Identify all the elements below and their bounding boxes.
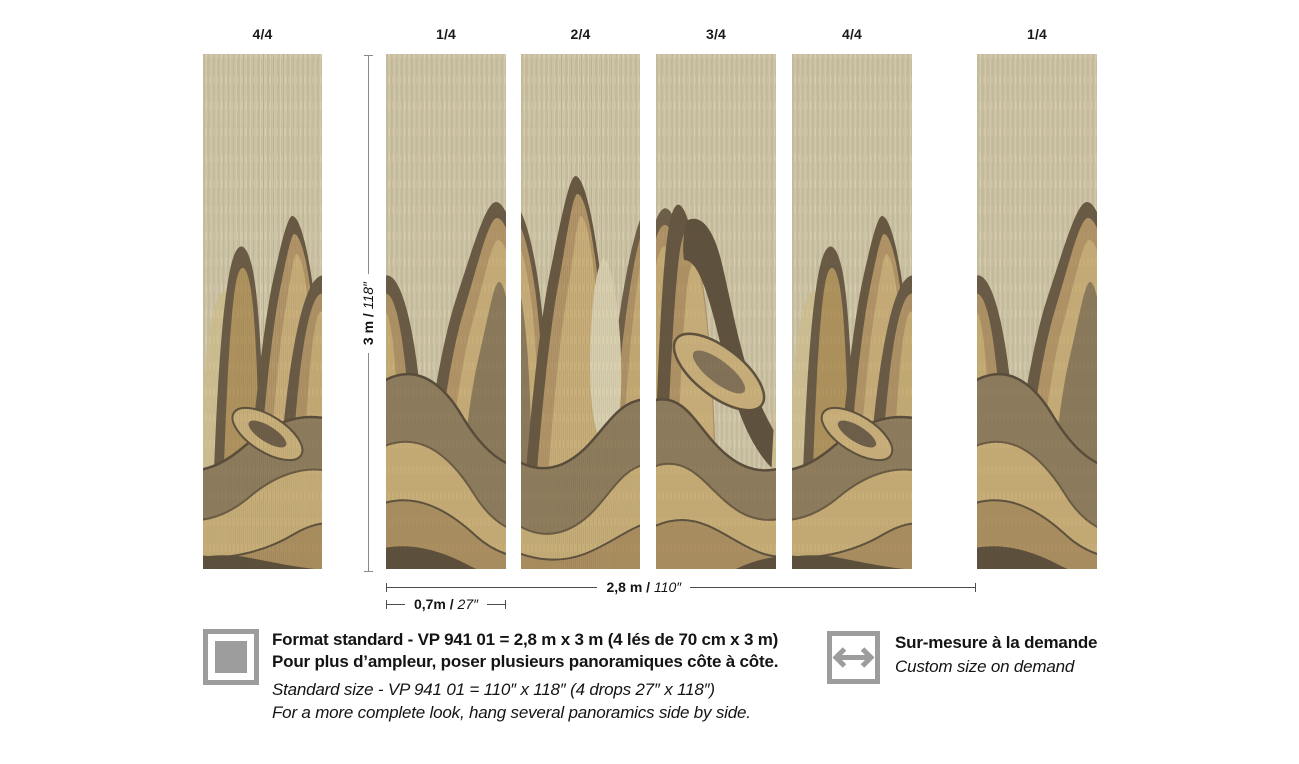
swatch-icon [203,629,259,685]
dimension-line [690,586,975,588]
wallpaper-panel-4: 3/4 [656,26,776,569]
wallpaper-drop-image [386,54,506,569]
dimension-tick [364,55,373,56]
panel-label: 1/4 [435,26,457,42]
wallpaper-panel-3: 2/4 [521,26,640,569]
standard-size-fr-line1: Format standard - VP 941 01 = 2,8 m x 3 … [272,630,779,649]
wallpaper-drop-image [792,54,912,569]
panel-label: 4/4 [841,26,863,42]
dimension-line [387,586,598,588]
panel-label: 4/4 [252,26,273,42]
total-width-dimension: 2,8 m / 110″ [386,579,976,595]
drop-width-dimension-label: 0,7m / 27″ [413,596,479,612]
dimension-tick [505,599,506,609]
panel-label: 1/4 [1026,26,1048,42]
drop-width-dimension: 0,7m / 27″ [386,596,506,612]
wallpaper-drop-image [977,54,1097,569]
standard-size-block: Format standard - VP 941 01 = 2,8 m x 3 … [203,629,778,724]
resize-arrow-icon [827,631,880,684]
wallpaper-drop-image [656,54,776,569]
standard-size-en-line1: Standard size - VP 941 01 = 110″ x 118″ … [272,680,715,699]
custom-size-fr: Sur-mesure à la demande [895,633,1098,652]
custom-size-en: Custom size on demand [895,657,1075,676]
wallpaper-panel-5: 4/4 [792,26,912,569]
dimension-line [368,56,369,274]
dimension-tick [975,582,976,592]
panel-label: 3/4 [705,26,727,42]
wallpaper-panel-2: 1/4 [386,26,506,569]
wallpaper-panel-1: 4/4 [203,26,322,569]
wallpaper-drop-image [203,54,322,569]
standard-size-en-line2: For a more complete look, hang several p… [272,703,751,722]
standard-size-text: Format standard - VP 941 01 = 2,8 m x 3 … [272,629,778,724]
dimension-tick [386,599,387,609]
height-dimension: 3 m / 118″ [360,55,376,573]
panel-label: 2/4 [570,26,591,42]
standard-size-fr-line2: Pour plus d’ampleur, poser plusieurs pan… [272,652,779,671]
wallpaper-drop-image [521,54,640,569]
dimension-tick [386,582,387,592]
dimension-line [368,353,369,572]
custom-size-text: Sur-mesure à la demande Custom size on d… [895,631,1098,684]
wallpaper-panel-6: 1/4 [977,26,1097,569]
height-dimension-label: 3 m / 118″ [360,281,376,346]
dimension-line [487,603,505,605]
dimension-line [387,603,405,605]
dimension-tick [364,571,373,573]
total-width-dimension-label: 2,8 m / 110″ [606,579,682,595]
custom-size-block: Sur-mesure à la demande Custom size on d… [827,631,1098,684]
